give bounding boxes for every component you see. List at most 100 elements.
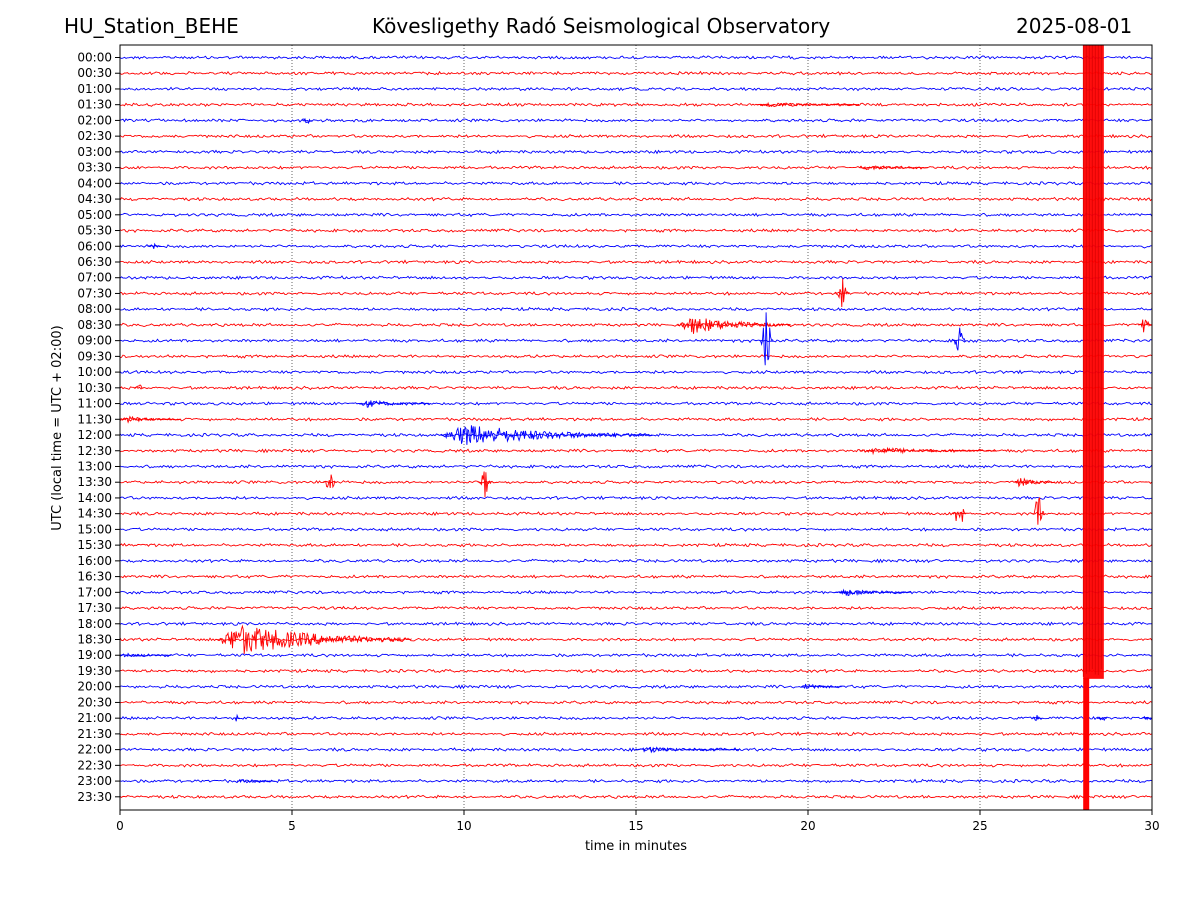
event-2000 xyxy=(800,683,842,690)
trace-1930 xyxy=(120,668,1153,674)
x-tick-label: 25 xyxy=(972,819,987,833)
y-tick-label: 11:00 xyxy=(77,397,112,411)
y-tick-label: 18:30 xyxy=(77,633,112,647)
event-2200 xyxy=(635,746,739,754)
event-1330 xyxy=(477,471,492,498)
event-0730 xyxy=(835,278,850,307)
event-0900 xyxy=(952,327,967,351)
y-tick-label: 16:00 xyxy=(77,554,112,568)
trace-0530 xyxy=(119,228,1153,233)
event-0830 xyxy=(677,318,791,334)
y-tick-label: 20:00 xyxy=(77,680,112,694)
large-event-tail xyxy=(1083,677,1090,810)
y-tick-label: 13:00 xyxy=(77,459,112,473)
trace-0630 xyxy=(119,259,1153,265)
y-tick-label: 19:30 xyxy=(77,664,112,678)
trace-1000 xyxy=(119,369,1153,375)
y-tick-label: 04:30 xyxy=(77,192,112,206)
trace-1230 xyxy=(119,448,1153,454)
trace-1430 xyxy=(119,511,1153,517)
y-tick-label: 04:00 xyxy=(77,176,112,190)
trace-layer xyxy=(119,55,1153,800)
y-tick-label: 02:30 xyxy=(77,129,112,143)
trace-0130 xyxy=(119,102,1153,108)
y-tick-label: 01:00 xyxy=(77,82,112,96)
y-tick-label: 13:30 xyxy=(77,475,112,489)
event-layer xyxy=(119,45,1152,810)
trace-2130 xyxy=(119,731,1153,737)
y-tick-label: 10:30 xyxy=(77,381,112,395)
trace-1630 xyxy=(119,574,1153,580)
y-tick-label: 00:00 xyxy=(77,51,112,65)
event-0830 xyxy=(1138,319,1152,333)
trace-1100 xyxy=(119,401,1153,406)
chart-title: Kövesligethy Radó Seismological Observat… xyxy=(372,14,831,38)
event-1900 xyxy=(119,652,172,658)
y-tick-label: 08:00 xyxy=(77,302,112,316)
trace-0900 xyxy=(119,338,1153,344)
y-tick-label: 21:30 xyxy=(77,727,112,741)
y-tick-label: 10:00 xyxy=(77,365,112,379)
trace-0700 xyxy=(119,275,1153,281)
trace-0430 xyxy=(119,196,1153,202)
y-tick-label: 14:00 xyxy=(77,491,112,505)
y-tick-label: 09:00 xyxy=(77,334,112,348)
trace-1700 xyxy=(119,590,1153,595)
y-tick-label: 16:30 xyxy=(77,570,112,584)
y-tick-label: 09:30 xyxy=(77,349,112,363)
y-tick-label: 07:00 xyxy=(77,271,112,285)
y-tick-label: 19:00 xyxy=(77,648,112,662)
chart-date: 2025-08-01 xyxy=(1016,14,1133,38)
y-tick-label: 03:00 xyxy=(77,145,112,159)
x-tick-label: 0 xyxy=(116,819,124,833)
trace-1600 xyxy=(119,558,1153,564)
event-2100 xyxy=(233,713,241,722)
y-tick-label: 00:30 xyxy=(77,66,112,80)
trace-0030 xyxy=(119,70,1153,76)
event-1100 xyxy=(357,400,430,408)
trace-1900 xyxy=(119,652,1153,658)
x-tick-label: 30 xyxy=(1144,819,1159,833)
y-tick-label: 22:00 xyxy=(77,743,112,757)
trace-1200 xyxy=(119,432,1153,438)
trace-0000 xyxy=(119,55,1153,60)
event-2100 xyxy=(1031,715,1042,722)
trace-2230 xyxy=(119,763,1153,768)
y-tick-label: 23:30 xyxy=(77,790,112,804)
trace-1730 xyxy=(119,605,1153,611)
trace-0730 xyxy=(119,291,1153,296)
y-tick-label: 03:30 xyxy=(77,161,112,175)
x-tick-label: 10 xyxy=(456,819,471,833)
y-axis-label: UTC (local time = UTC + 02:00) xyxy=(50,325,65,530)
trace-0200 xyxy=(119,118,1153,123)
trace-0300 xyxy=(119,149,1153,155)
trace-0400 xyxy=(119,180,1153,186)
event-1330 xyxy=(322,474,337,489)
y-tick-label: 17:30 xyxy=(77,601,112,615)
trace-2100 xyxy=(119,715,1153,721)
trace-2000 xyxy=(119,684,1153,690)
trace-1330 xyxy=(119,479,1153,485)
y-tick-label: 05:30 xyxy=(77,224,112,238)
x-tick-label: 15 xyxy=(628,819,643,833)
x-tick-label: 20 xyxy=(800,819,815,833)
y-tick-label: 20:30 xyxy=(77,695,112,709)
trace-0830 xyxy=(119,322,1153,328)
y-tick-label: 22:30 xyxy=(77,758,112,772)
trace-0100 xyxy=(119,86,1153,92)
trace-2200 xyxy=(119,747,1153,753)
y-tick-label: 01:30 xyxy=(77,98,112,112)
y-tick-label: 11:30 xyxy=(77,412,112,426)
large-event-block xyxy=(1083,45,1104,679)
event-2300 xyxy=(236,778,275,784)
event-1130 xyxy=(119,415,182,424)
trace-1530 xyxy=(119,542,1153,548)
event-2100 xyxy=(1141,715,1152,721)
y-tick-label: 12:00 xyxy=(77,428,112,442)
x-axis-label: time in minutes xyxy=(585,839,687,854)
trace-0600 xyxy=(119,244,1152,249)
y-tick-label: 18:00 xyxy=(77,617,112,631)
trace-1400 xyxy=(119,495,1153,501)
